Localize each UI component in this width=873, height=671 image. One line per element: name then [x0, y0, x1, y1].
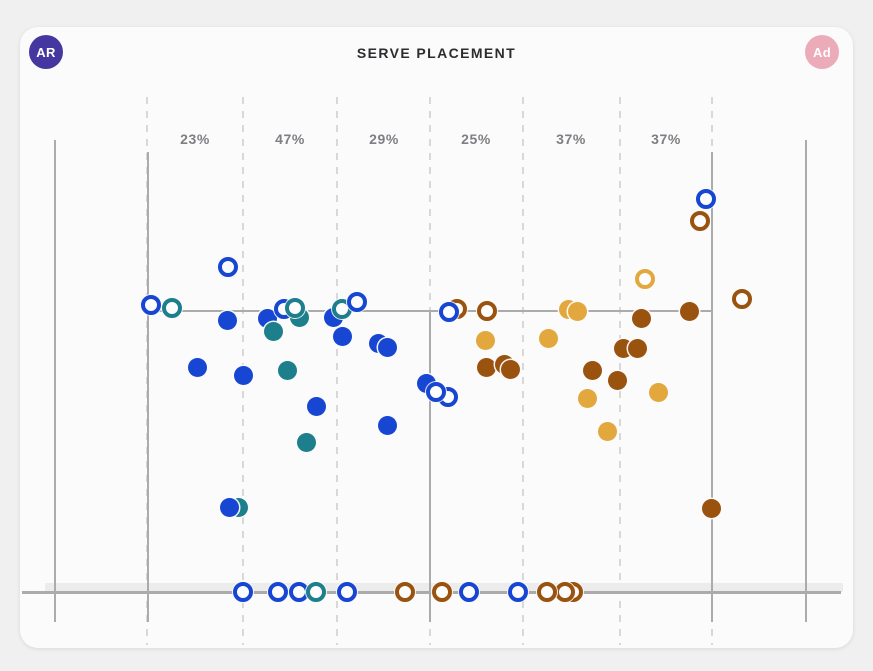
serve-dot[interactable]: [648, 382, 668, 402]
serve-dot[interactable]: [701, 498, 721, 518]
serve-dot[interactable]: [432, 582, 452, 602]
serve-dot[interactable]: [500, 359, 520, 379]
serve-dot[interactable]: [296, 432, 316, 452]
serve-dot[interactable]: [377, 415, 397, 435]
serve-dot[interactable]: [306, 396, 326, 416]
court-line-center-service-line: [428, 311, 432, 622]
zone-percentage-label: 47%: [275, 131, 305, 147]
serve-dot[interactable]: [538, 328, 558, 348]
zone-divider-line: [522, 97, 524, 645]
serve-dot[interactable]: [337, 582, 357, 602]
serve-dot[interactable]: [567, 301, 587, 321]
serve-dot[interactable]: [306, 582, 326, 602]
chart-card: [20, 27, 853, 648]
serve-dot[interactable]: [233, 582, 253, 602]
serve-dot[interactable]: [285, 298, 305, 318]
zone-percentage-label: 23%: [180, 131, 210, 147]
serve-dot[interactable]: [459, 582, 479, 602]
serve-dot[interactable]: [233, 365, 253, 385]
serve-dot[interactable]: [268, 582, 288, 602]
zone-percentage-label: 29%: [369, 131, 399, 147]
serve-dot[interactable]: [537, 582, 557, 602]
court-line-service-line: [148, 309, 712, 313]
serve-dot[interactable]: [475, 330, 495, 350]
serve-dot[interactable]: [477, 301, 497, 321]
serve-dot[interactable]: [607, 370, 627, 390]
page-title: SERVE PLACEMENT: [356, 45, 517, 61]
serve-dot[interactable]: [582, 360, 602, 380]
serve-dot[interactable]: [476, 357, 496, 377]
court-line-right-singles-sideline: [710, 152, 714, 622]
zone-percentage-label: 25%: [461, 131, 491, 147]
serve-dot[interactable]: [555, 582, 575, 602]
serve-dot[interactable]: [395, 582, 415, 602]
serve-dot[interactable]: [631, 308, 651, 328]
serve-dot[interactable]: [696, 189, 716, 209]
court-line-left-singles-sideline: [146, 152, 150, 622]
zone-percentage-label: 37%: [651, 131, 681, 147]
serve-dot[interactable]: [219, 497, 239, 517]
serve-dot[interactable]: [347, 292, 367, 312]
serve-dot[interactable]: [377, 337, 397, 357]
serve-dot[interactable]: [679, 301, 699, 321]
serve-dot[interactable]: [597, 421, 617, 441]
serve-dot[interactable]: [263, 321, 283, 341]
serve-dot[interactable]: [732, 289, 752, 309]
serve-dot[interactable]: [627, 338, 647, 358]
serve-dot[interactable]: [162, 298, 182, 318]
serve-dot[interactable]: [690, 211, 710, 231]
court-line-net-baseline: [22, 590, 841, 594]
zone-divider-line: [336, 97, 338, 645]
court-line-right-doubles-sideline: [804, 140, 808, 622]
serve-dot[interactable]: [577, 388, 597, 408]
serve-dot[interactable]: [426, 382, 446, 402]
serve-dot[interactable]: [217, 310, 237, 330]
serve-dot[interactable]: [635, 269, 655, 289]
serve-dot[interactable]: [439, 302, 459, 322]
court-line-left-doubles-sideline: [53, 140, 57, 622]
player-avatar-right[interactable]: Ad: [805, 35, 839, 69]
serve-dot[interactable]: [187, 357, 207, 377]
zone-percentage-label: 37%: [556, 131, 586, 147]
serve-dot[interactable]: [277, 360, 297, 380]
serve-dot[interactable]: [141, 295, 161, 315]
player-avatar-left[interactable]: AR: [29, 35, 63, 69]
serve-dot[interactable]: [613, 338, 633, 358]
serve-dot[interactable]: [218, 257, 238, 277]
serve-dot[interactable]: [508, 582, 528, 602]
serve-dot[interactable]: [332, 326, 352, 346]
